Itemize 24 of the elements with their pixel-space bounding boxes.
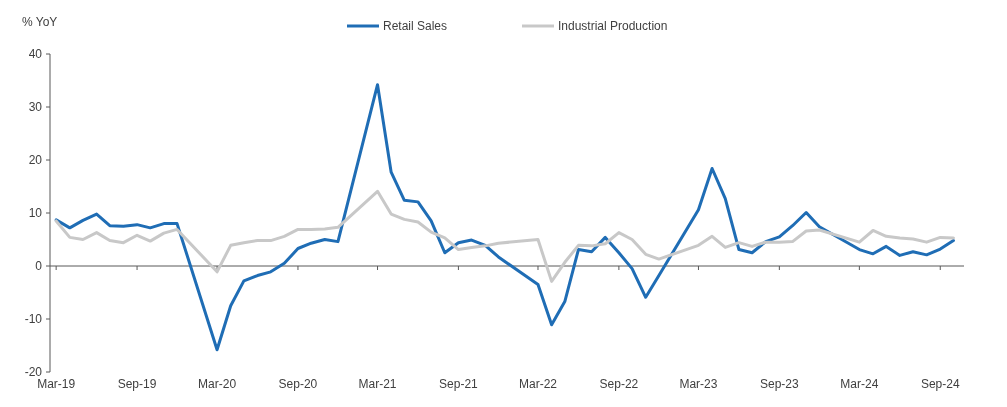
y-tick-label: -10 xyxy=(24,312,43,326)
y-tick-label: 40 xyxy=(28,47,43,61)
x-tick-label: Sep-19 xyxy=(117,377,157,391)
y-tick-label: 0 xyxy=(35,259,43,273)
x-tick-label: Mar-19 xyxy=(37,377,76,391)
line-series xyxy=(54,189,955,283)
x-tick-label: Sep-20 xyxy=(278,377,318,391)
x-tick-label: Sep-21 xyxy=(439,377,479,391)
x-tick-label: Sep-24 xyxy=(920,377,960,391)
legend-label: Retail Sales xyxy=(383,19,448,33)
x-tick-label: Mar-21 xyxy=(358,377,397,391)
x-tick-label: Mar-24 xyxy=(840,377,879,391)
x-tick-label: Sep-22 xyxy=(599,377,639,391)
line-series xyxy=(54,83,955,352)
x-tick-label: Sep-23 xyxy=(760,377,800,391)
x-tick-label: Mar-20 xyxy=(198,377,237,391)
y-tick-label: -20 xyxy=(24,365,43,379)
legend-label: Industrial Production xyxy=(558,19,668,33)
x-tick-label: Mar-22 xyxy=(518,377,558,391)
y-axis-title: % YoY xyxy=(22,15,58,29)
x-tick-label: Mar-23 xyxy=(679,377,718,391)
y-tick-label: 10 xyxy=(28,206,43,220)
y-tick-label: 20 xyxy=(28,153,43,167)
y-tick-label: 30 xyxy=(28,100,43,114)
